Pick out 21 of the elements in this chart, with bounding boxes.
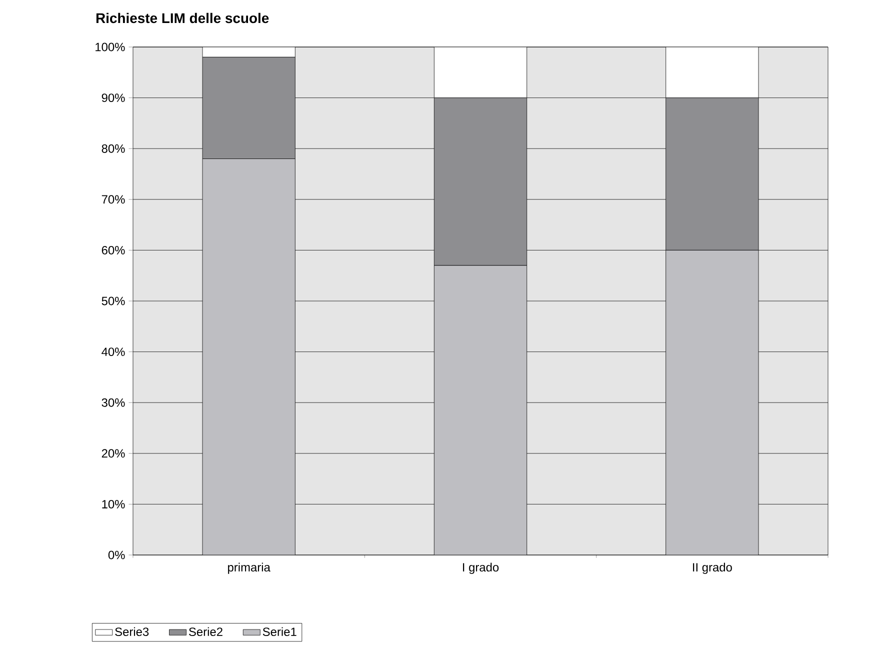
legend-label: Serie3 <box>115 627 149 636</box>
bar <box>202 47 296 58</box>
y-tick-label: 30% <box>102 398 125 407</box>
y-tick-label: 50% <box>102 296 125 306</box>
bar <box>434 47 528 98</box>
y-tick-label: 20% <box>102 449 125 458</box>
y-tick-label: 0% <box>108 550 125 560</box>
x-tick-label: II grado <box>693 562 732 574</box>
chart-title: Richieste LIM delle scuole <box>96 12 269 24</box>
x-tick-label: I grado <box>463 562 499 574</box>
y-tick-label: 40% <box>102 348 125 356</box>
bar <box>666 47 759 98</box>
legend-label: Serie2 <box>189 627 222 636</box>
y-tick-label: 90% <box>102 94 125 102</box>
y-tick-label: 100% <box>96 42 125 52</box>
y-tick-label: 70% <box>102 195 125 204</box>
y-tick-label: 10% <box>102 500 125 508</box>
legend-label: Serie1 <box>262 627 296 636</box>
y-tick-label: 60% <box>102 246 125 254</box>
x-tick-label: primaria <box>228 562 270 574</box>
y-tick-label: 80% <box>102 144 125 153</box>
